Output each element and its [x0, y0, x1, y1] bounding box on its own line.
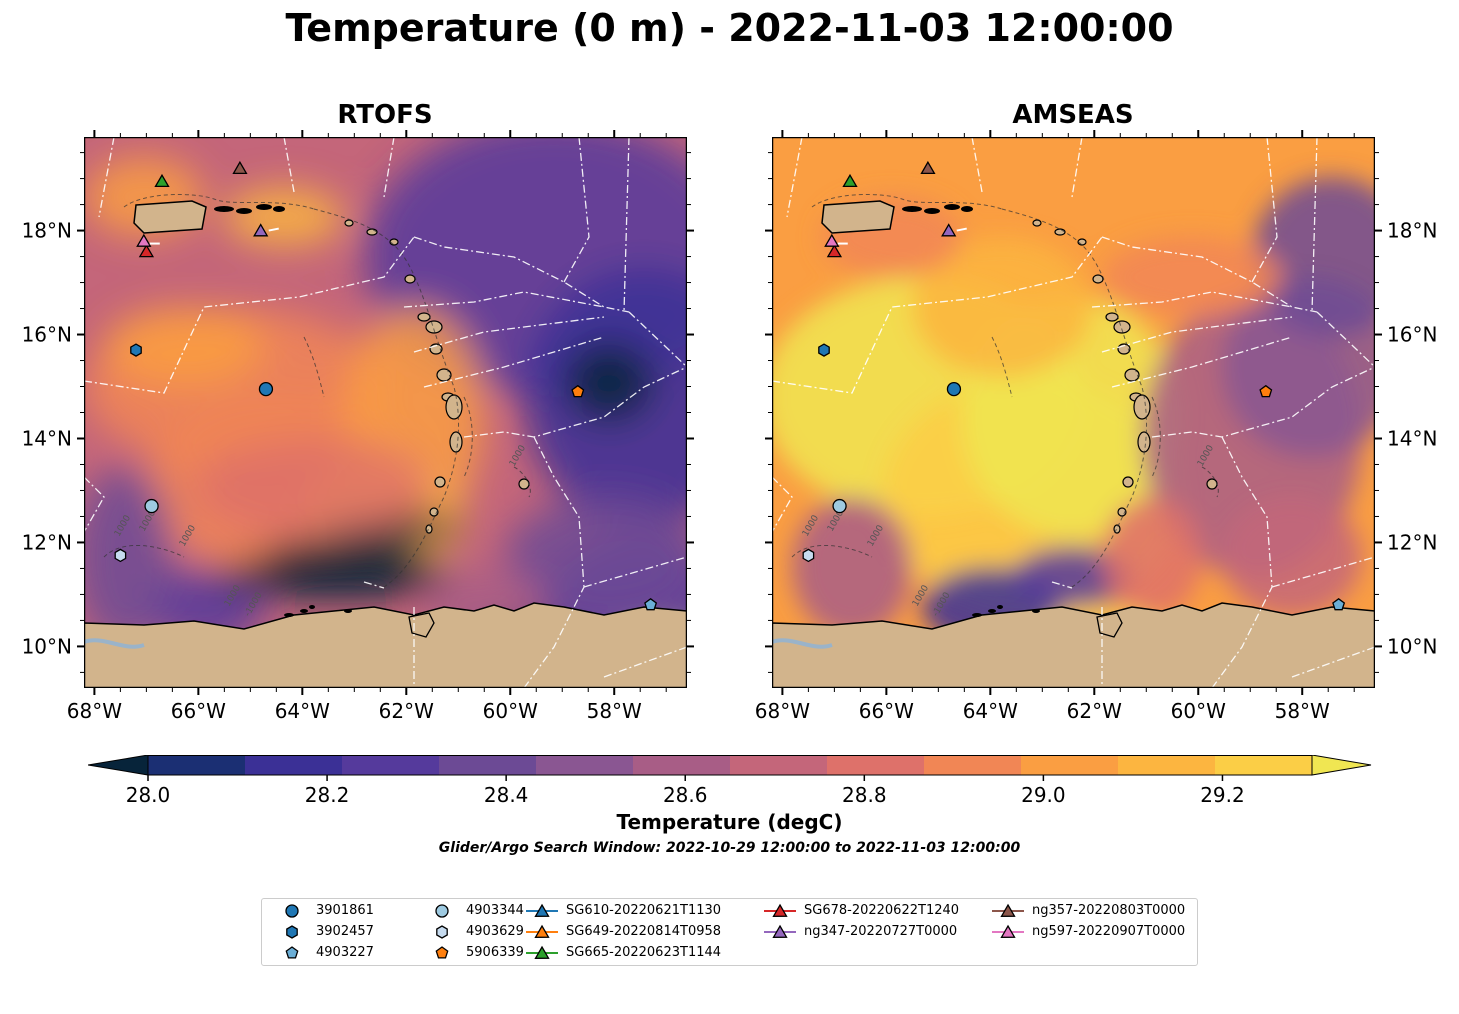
- colorbar-tick-label: 28.2: [304, 783, 350, 807]
- colorbar-label: Temperature (degC): [616, 810, 843, 834]
- legend-label: ng597-20220907T0000: [1032, 924, 1186, 939]
- lon-tick-label: 66°W: [171, 699, 226, 723]
- marker-ng597-20220907T0000: [824, 233, 840, 247]
- triangle-marker-icon: [526, 903, 558, 917]
- legend-label: SG665-20220623T1144: [566, 945, 722, 960]
- marker-SG678-20220622T1240: [138, 244, 155, 258]
- lat-tick-label: 14°N: [22, 426, 72, 450]
- marker-3902457: [818, 343, 830, 357]
- colorbar-segment: [536, 755, 634, 775]
- marker-3902457: [130, 343, 142, 357]
- marker-SG678-20220622T1240: [826, 244, 843, 258]
- colorbar-segment: [633, 755, 731, 775]
- marker-4903344: [144, 498, 159, 514]
- colorbar-tick-label: 28.6: [662, 783, 708, 807]
- lon-tick-label: 66°W: [859, 699, 914, 723]
- legend-label: 5906339: [466, 945, 524, 960]
- lon-tick-label: 64°W: [963, 699, 1018, 723]
- lat-tick-label: 12°N: [1387, 530, 1437, 554]
- lon-tick-label: 68°W: [755, 699, 810, 723]
- marker-4903227: [1332, 597, 1346, 611]
- legend-label: ng357-20220803T0000: [1032, 903, 1186, 918]
- lat-tick-label: 10°N: [22, 634, 72, 658]
- colorbar-tick-label: 29.0: [1021, 783, 1066, 807]
- legend-label: SG610-20220621T1130: [566, 903, 722, 918]
- lat-tick-label: 12°N: [22, 530, 72, 554]
- hexagon-marker-icon: [286, 925, 298, 939]
- lon-tick-label: 62°W: [1067, 699, 1122, 723]
- lat-tick-label: 14°N: [1387, 426, 1437, 450]
- lat-tick-label: 18°N: [22, 219, 72, 243]
- legend-label: SG678-20220622T1240: [804, 903, 960, 918]
- colorbar: [88, 755, 1372, 781]
- marker-SG665-20220623T1144: [154, 173, 170, 188]
- marker-ng357-20220803T0000: [920, 160, 936, 175]
- legend-label: 3902457: [316, 924, 374, 939]
- marker-ng357-20220803T0000: [232, 160, 248, 175]
- marker-ng347-20220727T0000: [253, 223, 269, 237]
- marker-5906339: [571, 384, 585, 398]
- colorbar-segment: [439, 755, 537, 775]
- lon-tick-label: 58°W: [587, 699, 642, 723]
- pentagon-marker-icon: [285, 946, 299, 959]
- lon-tick-label: 60°W: [483, 699, 538, 723]
- colorbar-segment: [245, 755, 343, 775]
- legend-label: 3901861: [316, 903, 374, 918]
- triangle-marker-icon: [526, 945, 558, 959]
- marker-3901861: [258, 381, 274, 397]
- colorbar-segment: [342, 755, 440, 775]
- legend-label: 4903227: [316, 945, 374, 960]
- colorbar-segment: [1118, 755, 1216, 775]
- search-window-subtitle: Glider/Argo Search Window: 2022-10-29 12…: [438, 840, 1021, 856]
- marker-5906339: [1259, 384, 1273, 398]
- hexagon-marker-icon: [436, 925, 448, 939]
- marker-3901861: [946, 381, 962, 397]
- lat-tick-label: 10°N: [1387, 634, 1437, 658]
- colorbar-segment: [1021, 755, 1119, 775]
- marker-4903629: [802, 548, 815, 563]
- marker-4903227: [644, 597, 658, 611]
- lon-tick-label: 68°W: [67, 699, 122, 723]
- marker-4903629: [114, 548, 127, 563]
- lon-tick-label: 60°W: [1171, 699, 1226, 723]
- marker-SG665-20220623T1144: [842, 173, 858, 188]
- panel-title-amseas: AMSEAS: [1012, 100, 1134, 130]
- lon-tick-label: 64°W: [275, 699, 330, 723]
- figure-title: Temperature (0 m) - 2022-11-03 12:00:00: [285, 6, 1174, 50]
- legend-label: 4903629: [466, 924, 524, 939]
- lat-tick-label: 18°N: [1387, 219, 1437, 243]
- colorbar-segment: [1215, 755, 1313, 775]
- panel-title-rtofs: RTOFS: [337, 100, 433, 130]
- circle-marker-icon: [285, 904, 299, 918]
- triangle-marker-icon: [526, 924, 558, 938]
- triangle-marker-icon: [992, 924, 1024, 938]
- colorbar-segment: [827, 755, 925, 775]
- legend-label: SG649-20220814T0958: [566, 924, 722, 939]
- triangle-marker-icon: [992, 903, 1024, 917]
- triangle-marker-icon: [764, 903, 796, 917]
- legend: 3901861 3902457 4903227 4903344 4903629 59063…: [261, 898, 1198, 966]
- colorbar-tick-label: 28.8: [842, 783, 887, 807]
- marker-ng347-20220727T0000: [941, 223, 957, 237]
- lon-tick-label: 62°W: [379, 699, 434, 723]
- legend-label: 4903344: [466, 903, 524, 918]
- triangle-marker-icon: [764, 924, 796, 938]
- colorbar-segment: [148, 755, 246, 775]
- colorbar-tick-label: 28.0: [125, 783, 171, 807]
- lat-tick-label: 16°N: [1387, 323, 1437, 347]
- legend-label: ng347-20220727T0000: [804, 924, 958, 939]
- lat-tick-label: 16°N: [22, 323, 72, 347]
- colorbar-segment: [924, 755, 1022, 775]
- colorbar-segment: [730, 755, 828, 775]
- colorbar-tick-label: 29.2: [1200, 783, 1245, 807]
- pentagon-marker-icon: [435, 946, 449, 959]
- lon-tick-label: 58°W: [1275, 699, 1330, 723]
- marker-ng597-20220907T0000: [136, 233, 152, 247]
- circle-marker-icon: [435, 904, 449, 918]
- colorbar-tick-label: 28.4: [483, 783, 529, 807]
- marker-4903344: [832, 498, 847, 514]
